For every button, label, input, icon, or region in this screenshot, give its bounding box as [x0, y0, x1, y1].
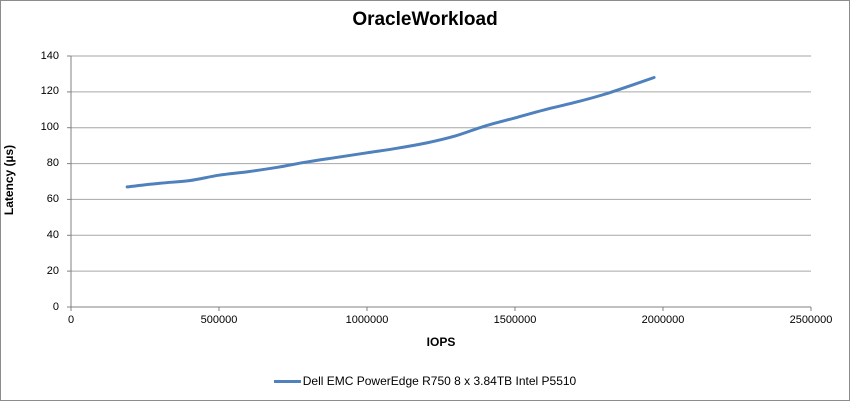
- x-axis-title: IOPS: [426, 335, 456, 349]
- legend-series-label: Dell EMC PowerEdge R750 8 x 3.84TB Intel…: [302, 374, 577, 388]
- y-tick-label: 140: [40, 49, 59, 62]
- y-tick-label: 80: [46, 157, 59, 170]
- legend-line-swatch: [273, 379, 301, 383]
- y-tick-label: 20: [46, 264, 59, 277]
- chart-title: OracleWorkload: [352, 9, 498, 30]
- y-tick-label: 40: [46, 228, 59, 241]
- y-axis-title: Latency (µs): [2, 144, 16, 216]
- y-tick-label: 0: [52, 300, 59, 313]
- x-tick-label: 2000000: [641, 314, 685, 326]
- x-tick-label: 0: [67, 314, 75, 326]
- series-line: [125, 76, 656, 189]
- x-tick-label: 2500000: [789, 314, 833, 326]
- y-tick-label: 100: [40, 121, 59, 134]
- x-tick-label: 1000000: [345, 314, 389, 326]
- y-tick-label: 60: [46, 192, 59, 205]
- x-tick-label: 500000: [200, 314, 238, 326]
- y-tick-label: 120: [40, 85, 59, 98]
- legend: Dell EMC PowerEdge R750 8 x 3.84TB Intel…: [1, 374, 849, 388]
- x-tick-label: 1500000: [493, 314, 537, 326]
